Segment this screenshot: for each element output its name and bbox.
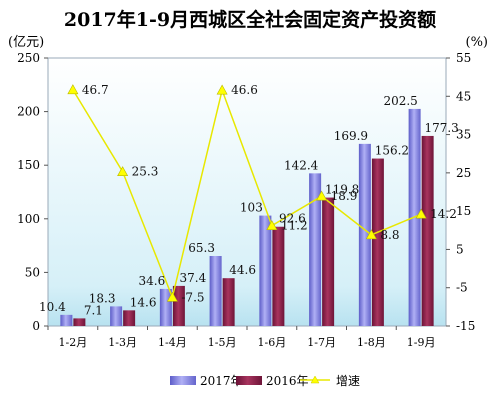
x-category-label: 1-2月	[59, 336, 88, 349]
y-right-tick-label: 25	[456, 166, 471, 180]
y-left-tick-label: 100	[17, 212, 40, 226]
x-category-label: 1-7月	[307, 336, 336, 349]
data-label-growth: 11.2	[281, 219, 308, 233]
y-left-tick-label: 0	[32, 319, 40, 333]
data-label-2016: 37.4	[180, 271, 207, 285]
y-axis-left-label: (亿元)	[8, 35, 44, 50]
bar-2017	[358, 143, 371, 326]
bar-2017	[159, 288, 172, 326]
growth-point	[415, 208, 427, 219]
y-left-tick-label: 150	[17, 158, 40, 172]
bar-2017	[60, 314, 73, 326]
data-label-2016: 177.3	[424, 121, 458, 135]
data-label-2017: 103	[240, 201, 263, 215]
x-category-label: 1-6月	[258, 336, 287, 349]
legend-marker-growth	[310, 375, 320, 384]
y-axis-right-label: (%)	[466, 35, 489, 50]
data-label-2016: 44.6	[229, 263, 256, 277]
y-left-tick-label: 50	[25, 265, 40, 279]
data-label-2016: 156.2	[375, 144, 409, 158]
growth-point	[266, 220, 278, 230]
legend-label-2016: 2016年	[266, 374, 309, 388]
bar-2016	[73, 318, 86, 326]
growth-line-group	[67, 84, 427, 302]
growth-point	[365, 229, 377, 240]
data-label-2016: 119.8	[325, 183, 359, 197]
legend-swatch-2016	[236, 376, 262, 385]
y-right-tick-label: 15	[456, 204, 471, 218]
bar-2016	[371, 158, 384, 326]
growth-line	[72, 87, 422, 300]
legend: 2017年 2016年 增速	[170, 374, 360, 388]
data-label-2017: 18.3	[89, 291, 116, 305]
bar-2017	[309, 173, 322, 326]
data-label-growth: 46.7	[82, 83, 109, 97]
data-label-growth: 14.2	[430, 207, 457, 221]
data-label-growth: 18.9	[331, 189, 358, 203]
y-right-tick-label: 5	[456, 242, 464, 256]
legend-label-growth: 增速	[336, 374, 360, 388]
bar-2016	[222, 278, 235, 326]
data-label-2017: 34.6	[139, 274, 166, 288]
bar-2016	[322, 197, 335, 326]
y-axis-right: -15 -5 5 15 25 35 45 55	[446, 51, 475, 333]
y-right-tick-label: 35	[456, 128, 471, 142]
data-label-growth: 8.8	[380, 228, 399, 242]
x-axis-categories: 1-2月 1-3月 1-4月 1-5月 1-6月 1-7月 1-8月 1-9月	[47, 326, 436, 349]
data-label-2017: 10.4	[39, 300, 66, 314]
x-category-label: 1-9月	[407, 336, 436, 349]
x-category-label: 1-4月	[158, 336, 187, 349]
y-axis-left: 0 50 100 150 200 250	[17, 51, 48, 333]
data-label-growth: 25.3	[132, 165, 159, 179]
data-label-2017: 202.5	[383, 94, 417, 108]
bar-2016	[172, 285, 185, 326]
bar-2017	[259, 215, 272, 326]
data-label-2017: 169.9	[334, 129, 368, 143]
legend-label-2017: 2017年	[200, 374, 243, 388]
y-right-tick-label: 45	[456, 89, 471, 103]
bar-2016	[272, 226, 285, 326]
data-label-growth: -7.5	[181, 290, 204, 304]
bar-2017	[110, 306, 123, 326]
x-category-label: 1-8月	[357, 336, 386, 349]
growth-point	[316, 190, 328, 201]
y-right-tick-label: -15	[456, 319, 475, 333]
bar-2016	[421, 135, 434, 326]
x-category-label: 1-3月	[108, 336, 137, 349]
growth-point	[117, 166, 129, 177]
data-label-growth: 46.6	[231, 83, 258, 97]
y-right-tick-label: 55	[456, 51, 471, 65]
growth-point	[67, 84, 79, 95]
data-labels-group: 10.4 18.3 34.6 65.3 103 142.4 169.9 202.5 7.1 14.…	[39, 83, 459, 318]
y-left-tick-label: 250	[17, 51, 40, 65]
growth-point	[216, 84, 228, 95]
data-label-2016: 92.6	[279, 212, 306, 226]
data-label-2017: 65.3	[188, 241, 215, 255]
x-category-label: 1-5月	[208, 336, 237, 349]
y-right-tick-label: -5	[456, 281, 468, 295]
bar-2017	[209, 255, 222, 326]
chart-title: 2017年1-9月西城区全社会固定资产投资额	[64, 8, 436, 31]
legend-swatch-2017	[170, 376, 196, 385]
data-label-2016: 14.6	[130, 295, 157, 309]
data-label-2016: 7.1	[84, 303, 103, 317]
y-left-tick-label: 200	[17, 105, 40, 119]
data-label-2017: 142.4	[284, 158, 319, 172]
growth-point	[166, 291, 178, 302]
bar-2016	[123, 310, 136, 326]
